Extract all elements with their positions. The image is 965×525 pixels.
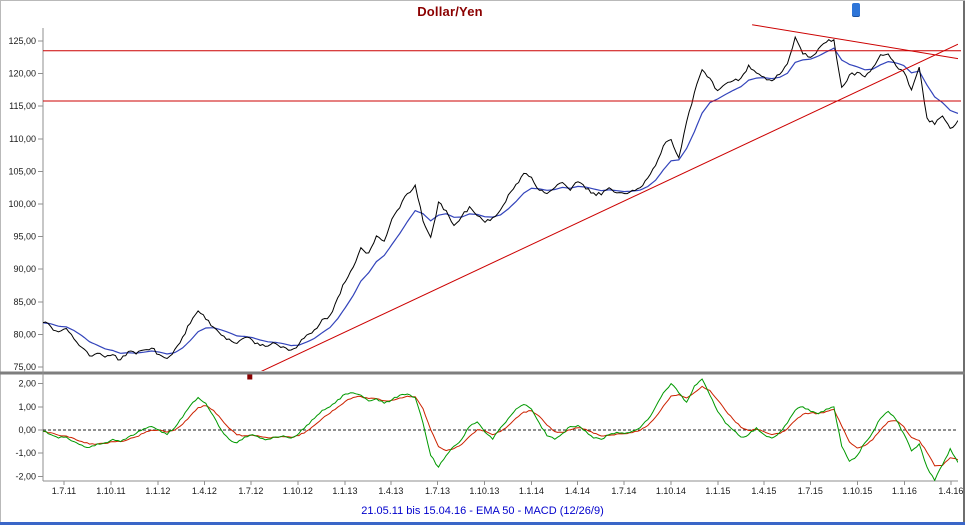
x-axis-label: 1.4.16 [938, 486, 963, 496]
x-axis-label: 1.1.13 [332, 486, 357, 496]
x-axis-label: 1.1.14 [519, 486, 544, 496]
x-axis-label: 1.4.15 [751, 486, 776, 496]
macd-y-axis-label: -2,00 [15, 471, 36, 481]
macd-y-axis-label: 1,00 [18, 402, 36, 412]
price-y-axis-label: 120,00 [8, 69, 36, 79]
macd-y-axis-label: 0,00 [18, 425, 36, 435]
price-y-axis-label: 80,00 [13, 329, 36, 339]
price-y-axis-label: 125,00 [8, 36, 36, 46]
x-axis-label: 1.10.14 [656, 486, 686, 496]
chart-title: Dollar/Yen [417, 4, 483, 19]
price-y-axis-label: 105,00 [8, 166, 36, 176]
panel-divider [0, 371, 965, 375]
macd-y-axis-label: 2,00 [18, 379, 36, 389]
price-y-axis-label: 90,00 [13, 264, 36, 274]
window-bottom-border [0, 522, 965, 525]
x-axis-label: 1.4.12 [192, 486, 217, 496]
x-axis-label: 1.7.14 [611, 486, 636, 496]
x-axis-label: 1.7.11 [52, 486, 76, 496]
price-y-axis-label: 110,00 [9, 134, 36, 144]
x-axis-label: 1.1.16 [892, 486, 917, 496]
macd-signal-line [43, 385, 958, 467]
price-y-axis-label: 100,00 [8, 199, 36, 209]
ascending-support-trendline[interactable] [250, 43, 958, 377]
macd-y-axis-label: -1,00 [15, 448, 36, 458]
blue-pin-icon[interactable] [852, 3, 860, 16]
trendline-anchor-marker[interactable] [247, 374, 253, 380]
x-axis-label: 1.1.15 [705, 486, 730, 496]
price-y-axis-label: 115,00 [9, 101, 36, 111]
x-axis-label: 1.10.13 [469, 486, 499, 496]
x-axis-label: 1.4.14 [565, 486, 590, 496]
price-y-axis-label: 95,00 [13, 232, 36, 242]
price-line [43, 35, 958, 361]
x-axis-label: 1.4.13 [378, 486, 403, 496]
price-y-axis-label: 85,00 [13, 297, 36, 307]
macd-line [43, 378, 958, 481]
x-axis-label: 1.7.13 [425, 486, 450, 496]
ema-line [43, 47, 958, 355]
price-y-axis-label: 75,00 [13, 362, 36, 372]
x-axis-label: 1.1.12 [145, 486, 170, 496]
x-axis-label: 1.10.15 [842, 486, 872, 496]
x-axis-label: 1.7.12 [238, 486, 263, 496]
descending-resistance-trendline[interactable] [752, 24, 958, 60]
x-axis-label: 1.7.15 [798, 486, 823, 496]
chart-caption: 21.05.11 bis 15.04.16 - EMA 50 - MACD (1… [361, 505, 604, 517]
x-axis-label: 1.10.12 [283, 486, 313, 496]
x-axis-label: 1.10.11 [96, 486, 125, 496]
